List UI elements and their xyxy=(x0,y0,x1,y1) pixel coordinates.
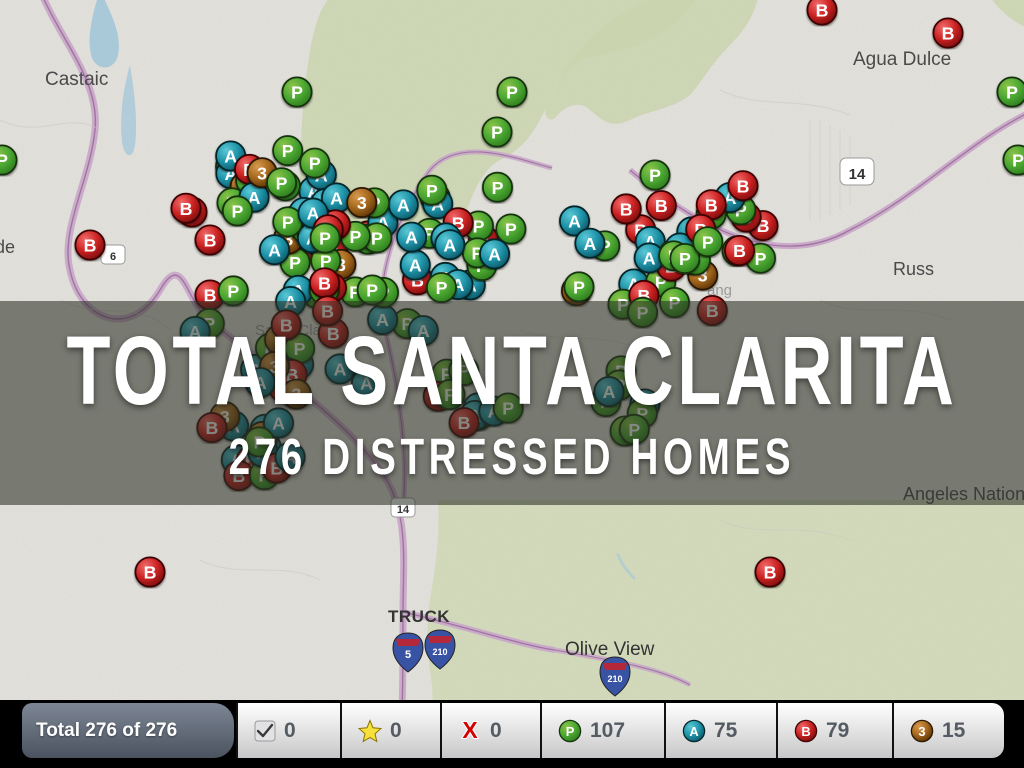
svg-text:3: 3 xyxy=(918,723,925,738)
svg-text:P: P xyxy=(566,723,575,738)
svg-text:B: B xyxy=(801,723,810,738)
svg-text:X: X xyxy=(462,719,478,743)
svg-text:A: A xyxy=(689,723,698,738)
